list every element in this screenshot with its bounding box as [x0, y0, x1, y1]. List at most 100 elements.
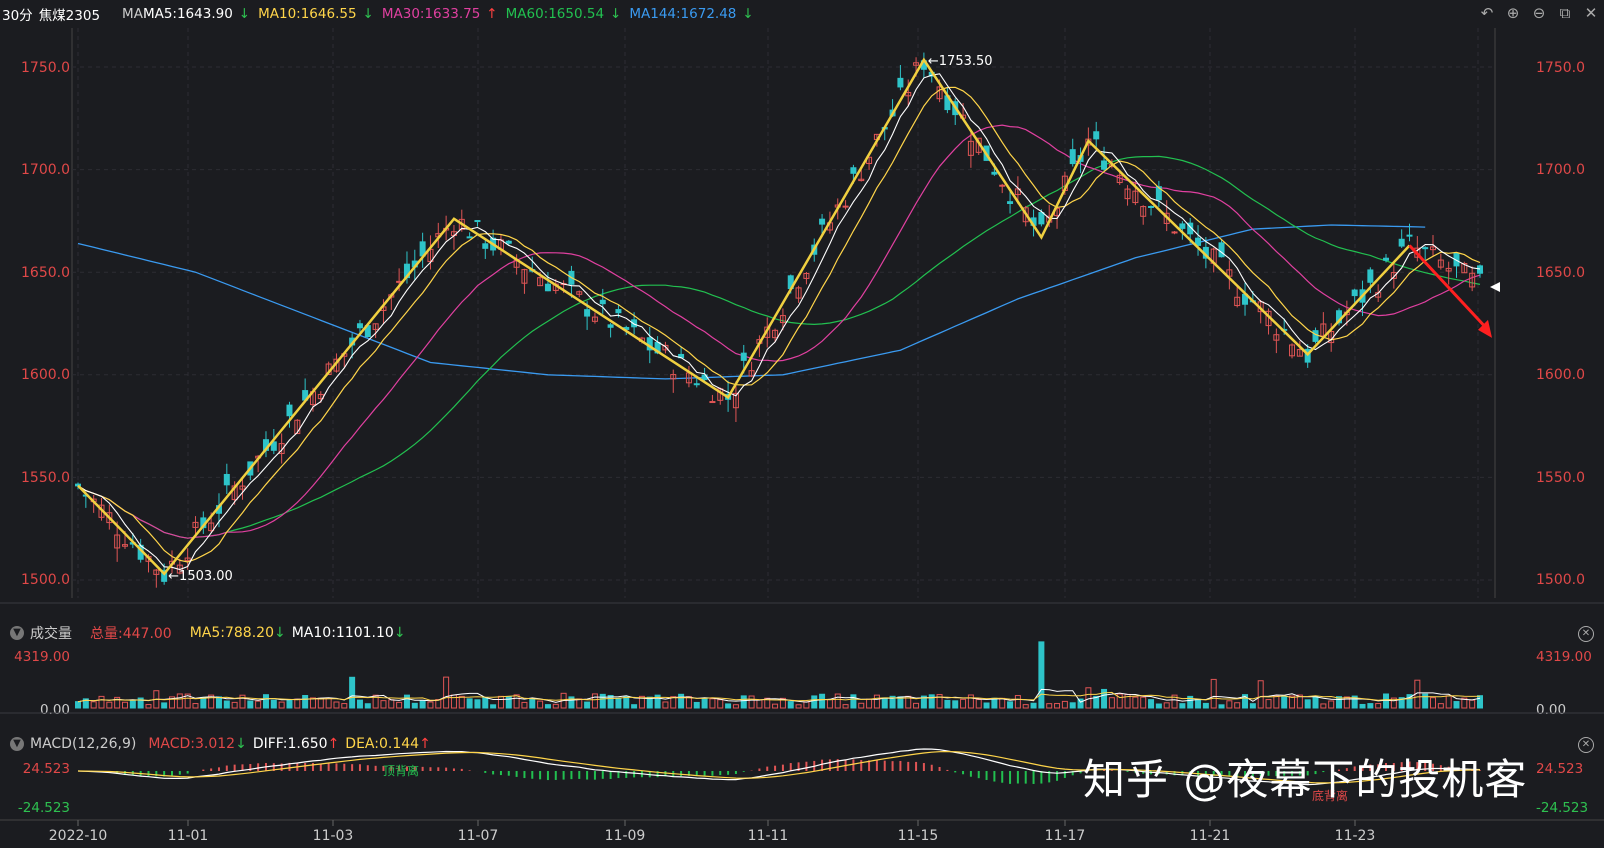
volume-bar [1171, 694, 1178, 709]
candle-body [419, 241, 426, 257]
volume-ma5: MA5:788.20 [189, 625, 274, 641]
volume-bar [975, 699, 982, 709]
candle-body [1437, 259, 1444, 268]
volume-bar [1163, 702, 1170, 709]
macd-close-icon[interactable]: ✕ [1578, 737, 1594, 753]
candle-body [239, 485, 246, 490]
volume-bar [121, 701, 128, 709]
volume-bar [1343, 696, 1350, 709]
volume-bar [1038, 641, 1045, 709]
candle-body [505, 240, 512, 244]
candle-body [450, 231, 457, 236]
candle-body [944, 95, 951, 111]
candle-body [584, 309, 591, 317]
ma30-value: MA30:1633.75 [381, 6, 481, 22]
volume-bar [215, 696, 222, 709]
volume-close-icon[interactable]: ✕ [1578, 626, 1594, 642]
volume-bar [443, 676, 450, 709]
period-label[interactable]: 30分 [2, 8, 33, 24]
macd-collapse-icon[interactable]: ▼ [10, 737, 24, 751]
volume-bar [1328, 700, 1335, 709]
volume-bar [513, 694, 520, 709]
candle-body [678, 353, 685, 359]
candle-body [819, 218, 826, 225]
volume-bar [82, 698, 89, 709]
volume-bar [662, 701, 669, 709]
x-tick-label: 11-09 [605, 828, 646, 844]
volume-bar [1132, 696, 1139, 709]
volume-bar [1351, 695, 1358, 709]
macd-title: MACD(12,26,9) [30, 736, 137, 752]
volume-bars [75, 641, 1483, 709]
candle-body [490, 237, 497, 251]
candle-body [928, 71, 935, 77]
candle-body [1249, 300, 1256, 303]
volume-bar [936, 694, 943, 709]
ma-label: MA [122, 6, 143, 22]
candle-body [1273, 334, 1280, 341]
volume-bar [834, 693, 841, 709]
candle-body [1343, 311, 1350, 316]
close-icon[interactable]: ✕ [1584, 4, 1598, 22]
candle-body [1093, 131, 1100, 140]
candle-body [1038, 212, 1045, 225]
volume-bar [623, 696, 630, 709]
volume-bar [1242, 694, 1249, 709]
volume-collapse-icon[interactable]: ▼ [10, 626, 24, 640]
candle-body [1030, 217, 1037, 226]
candle-body [764, 326, 771, 338]
candle-body [1124, 188, 1131, 200]
candle-body [1390, 272, 1397, 279]
candle-body [1430, 246, 1437, 251]
candle-body [356, 323, 363, 329]
candle-body [1289, 344, 1296, 357]
ma10-path [77, 86, 1481, 563]
volume-bar [106, 701, 113, 709]
volume-bar [591, 693, 598, 709]
volume-bar [474, 699, 481, 709]
volume-bar [552, 703, 559, 709]
y-tick-left-1650: 1650.0 [21, 265, 70, 281]
volume-bar [1116, 693, 1123, 709]
volume-bar [325, 697, 332, 709]
volume-bar [1437, 703, 1444, 709]
candle-body [607, 324, 614, 328]
y-tick-left-1750: 1750.0 [21, 60, 70, 76]
window-icon[interactable]: ⧉ [1559, 4, 1571, 22]
volume-bar [255, 700, 262, 709]
candle-body [255, 455, 262, 459]
volume-bar [866, 698, 873, 709]
candle-body [623, 327, 630, 330]
volume-bar [1359, 703, 1366, 709]
ma10-value: MA10:1646.55 [258, 6, 357, 22]
volume-bar [247, 700, 254, 709]
volume-bar [262, 694, 269, 709]
zoom-in-icon[interactable]: ⊕ [1506, 4, 1520, 22]
y-tick-right-1500: 1500.0 [1536, 572, 1585, 588]
candle-body [223, 473, 230, 486]
volume-bar [403, 694, 410, 709]
x-tick-label: 11-17 [1045, 828, 1086, 844]
low-label: ←1503.00 [168, 569, 233, 584]
candle-body [161, 569, 168, 582]
candle-body [427, 248, 434, 263]
y-tick-right-1550: 1550.0 [1536, 470, 1585, 486]
candle-body [1171, 231, 1178, 234]
candle-body [803, 272, 810, 279]
main-chart-header: 30分 焦煤2305 MA MA5:1643.90 ↓ MA10:1646.55… [2, 1, 760, 27]
volume-bar [725, 703, 732, 709]
candle-body [1007, 201, 1014, 205]
ma10-line [77, 86, 1481, 563]
volume-bar [952, 700, 959, 709]
zoom-out-icon[interactable]: ⊖ [1532, 4, 1546, 22]
volume-bar [584, 701, 591, 709]
volume-bar [779, 697, 786, 709]
volume-bar [1249, 703, 1256, 709]
volume-bar [1320, 703, 1327, 709]
back-icon[interactable]: ↶ [1480, 4, 1494, 22]
volume-ma-line [77, 691, 1481, 703]
volume-bar [889, 695, 896, 709]
candle-body [1022, 207, 1029, 223]
volume-bar [458, 695, 465, 709]
